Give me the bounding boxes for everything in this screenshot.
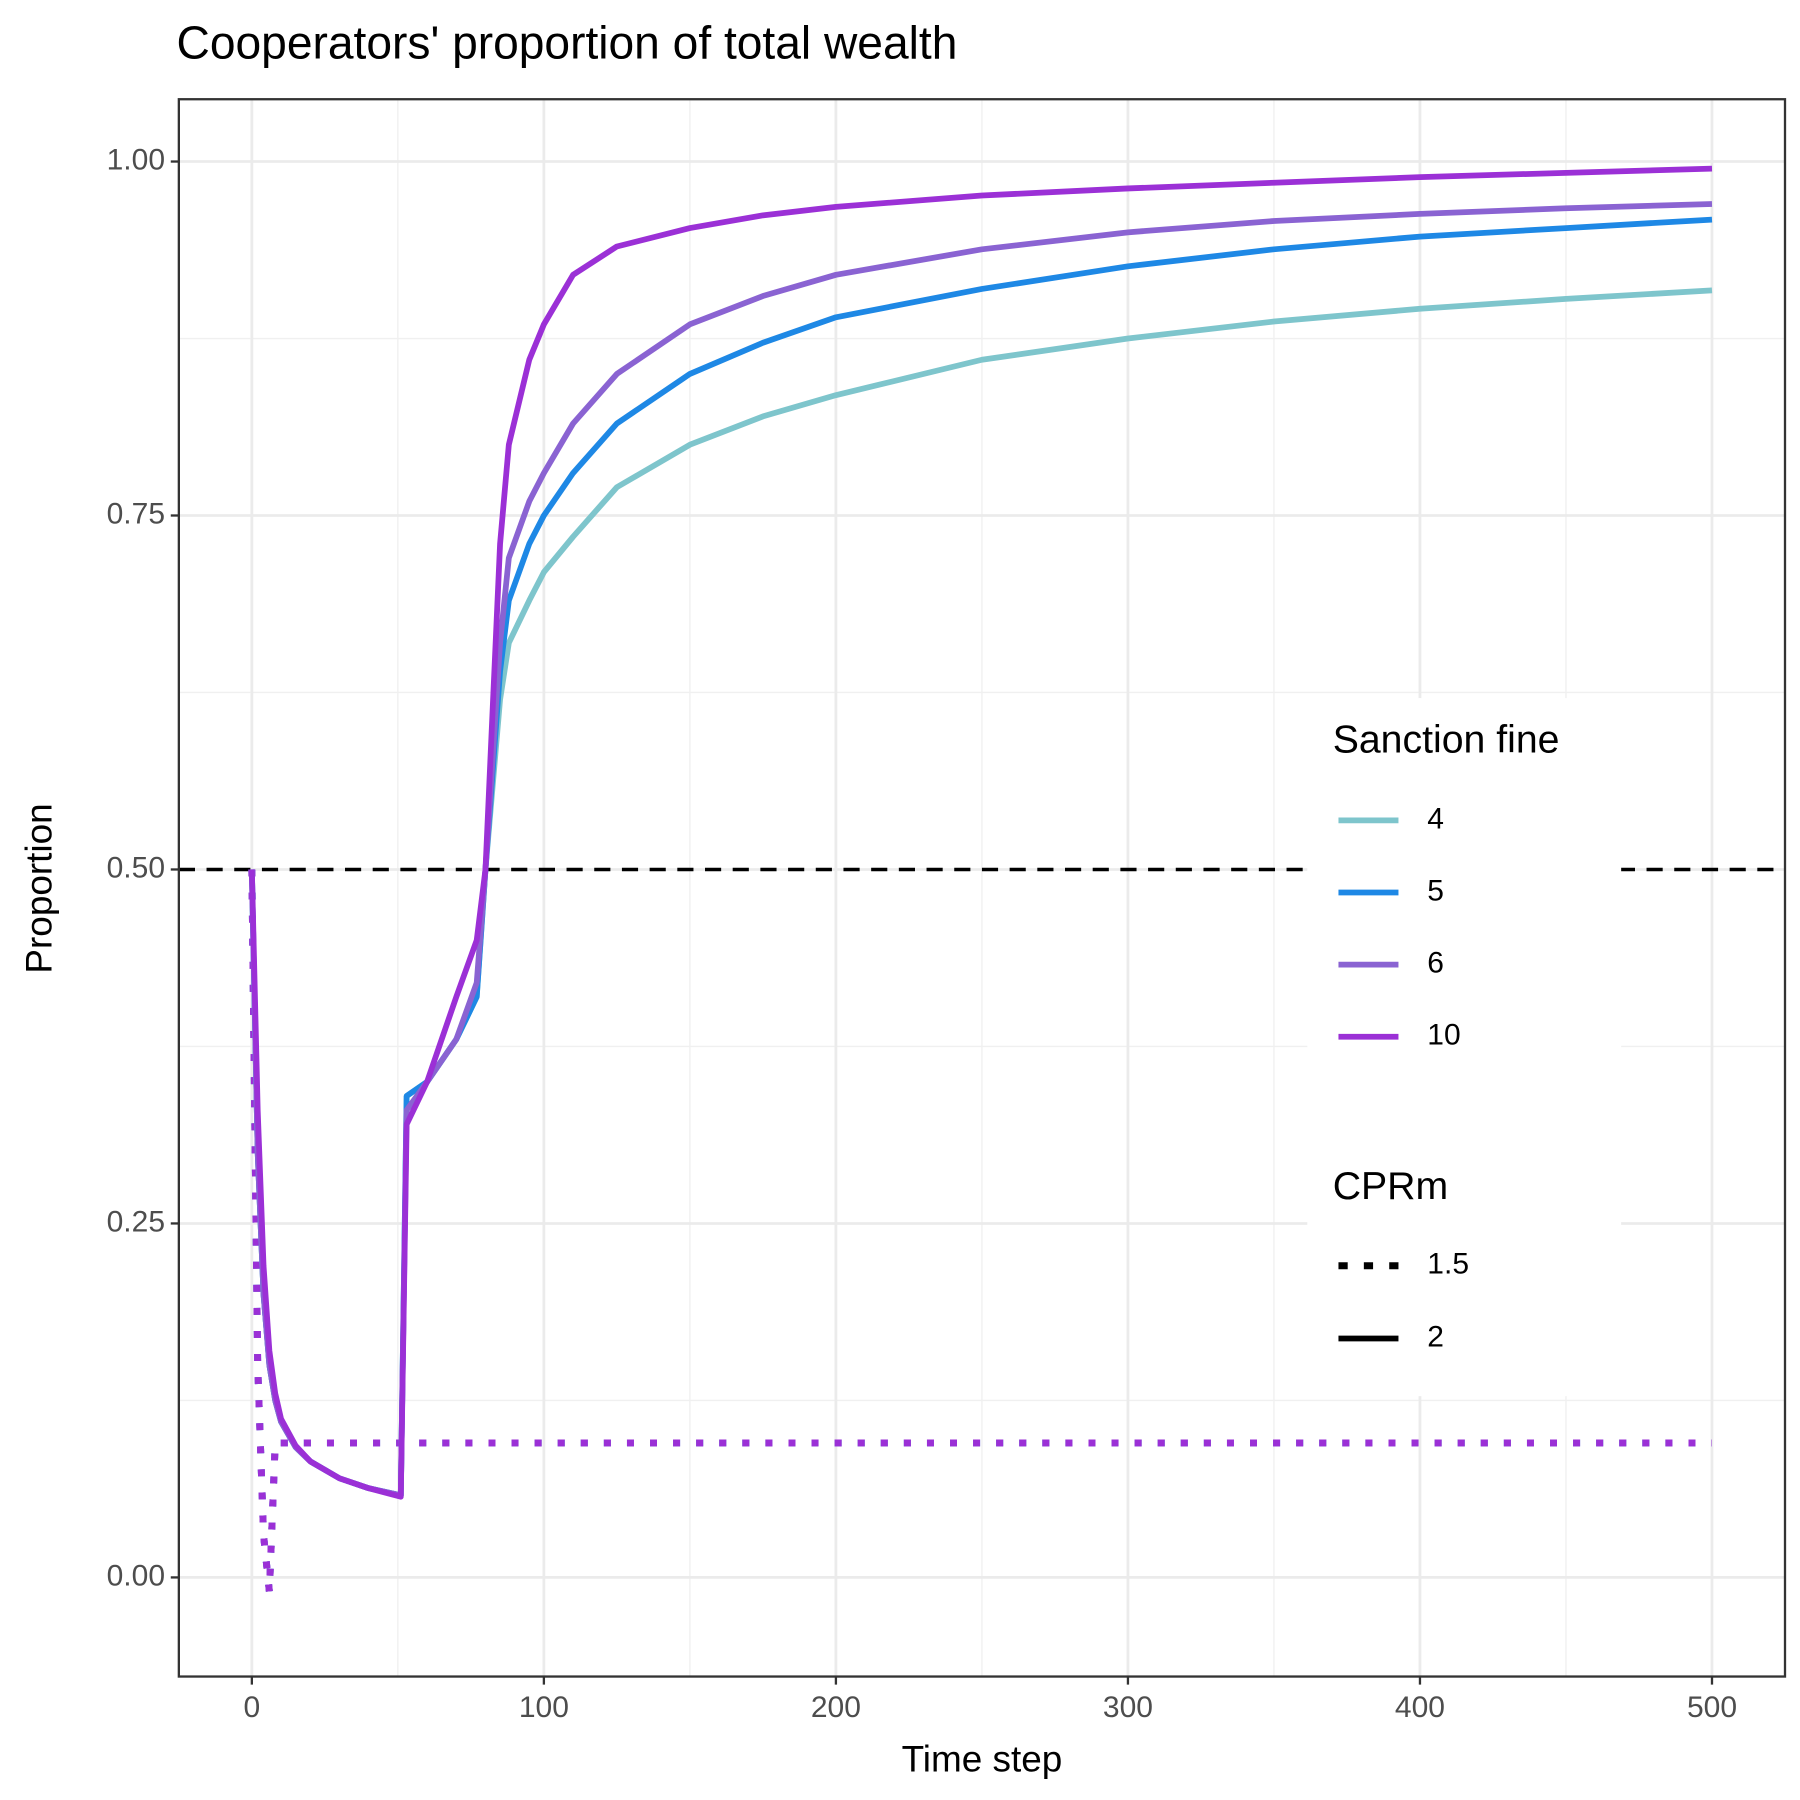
legend-label: 1.5 <box>1427 1248 1469 1281</box>
legend-label: 6 <box>1427 947 1444 980</box>
chart-title: Cooperators' proportion of total wealth <box>177 16 958 68</box>
legend-label: 5 <box>1427 874 1444 907</box>
legend-background <box>1307 698 1622 1397</box>
y-tick-label: 0.25 <box>107 1205 165 1238</box>
y-tick-label: 0.50 <box>107 851 165 884</box>
x-tick-label: 0 <box>244 1691 261 1724</box>
x-tick-label: 300 <box>1103 1691 1153 1724</box>
legend-label: 4 <box>1427 802 1444 835</box>
x-axis-label: Time step <box>902 1739 1063 1780</box>
x-tick-label: 200 <box>811 1691 861 1724</box>
legend-label: 2 <box>1427 1320 1444 1353</box>
x-tick-label: 100 <box>519 1691 569 1724</box>
y-axis-label: Proportion <box>18 803 59 973</box>
legend-label: 10 <box>1427 1019 1460 1052</box>
series-line <box>248 165 1713 1500</box>
y-tick-label: 0.00 <box>107 1559 165 1592</box>
y-tick-label: 1.00 <box>107 143 165 176</box>
legend-title: CPRm <box>1333 1164 1448 1208</box>
x-tick-label: 500 <box>1687 1691 1737 1724</box>
y-tick-label: 0.75 <box>107 497 165 530</box>
legend-title: Sanction fine <box>1333 717 1560 761</box>
plot-border <box>177 98 1787 1678</box>
x-tick-label: 400 <box>1395 1691 1445 1724</box>
series-line <box>248 869 1712 1596</box>
